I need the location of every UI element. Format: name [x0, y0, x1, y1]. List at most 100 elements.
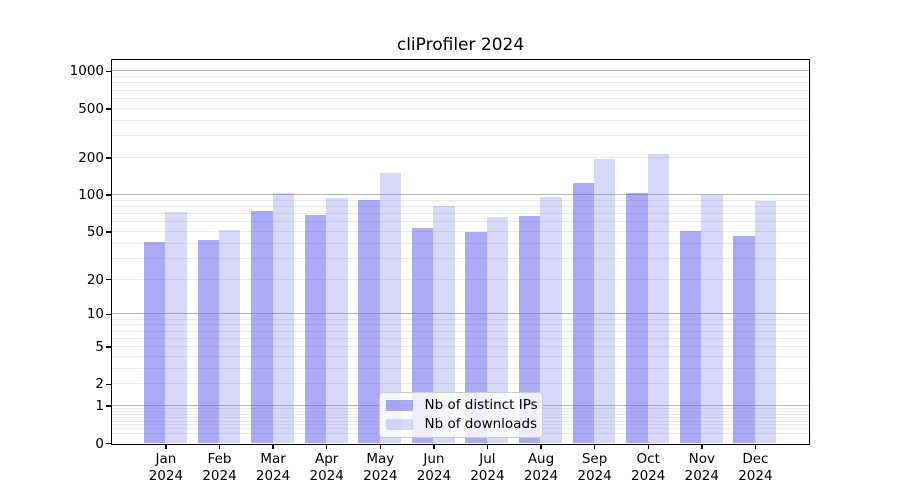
gridline-major-100	[111, 194, 810, 195]
bar-nb-of-downloads-dec	[754, 200, 777, 443]
x-tick-label-jul: Jul 2024	[470, 450, 505, 485]
x-tick-label-sep: Sep 2024	[577, 450, 612, 485]
bar-nb-of-downloads-jun	[433, 206, 455, 443]
gridline-minor-300	[111, 135, 810, 137]
bar-nb-of-downloads-nov	[701, 194, 723, 443]
gridline-minor-6	[111, 337, 810, 339]
gridline-minor-200	[111, 156, 810, 158]
y-tick-mark-100	[106, 194, 113, 196]
x-tick-label-dec: Dec 2024	[738, 450, 773, 485]
y-tick-mark-20	[106, 278, 113, 281]
legend-label-distinct-ips: Nb of distinct IPs	[424, 397, 538, 413]
gridline-minor-60	[111, 221, 810, 223]
x-tick-mark-jun	[433, 443, 435, 449]
y-tick-mark-5	[106, 346, 113, 348]
x-tick-mark-sep	[593, 443, 596, 449]
gridline-minor-90	[111, 199, 810, 201]
bar-nb-of-distinct-ips-dec	[733, 235, 755, 443]
x-tick-label-jun: Jun 2024	[416, 450, 452, 485]
gridline-minor-400	[111, 119, 810, 121]
gridline-minor-7	[111, 330, 810, 332]
x-tick-label-aug: Aug 2024	[523, 450, 559, 485]
x-tick-label-nov: Nov 2024	[684, 450, 719, 485]
y-tick-label-10: 10	[86, 306, 104, 323]
x-tick-label-jan: Jan 2024	[148, 450, 184, 485]
bar-nb-of-distinct-ips-jun	[411, 228, 434, 443]
gridline-major-1000	[111, 70, 810, 72]
gridline-minor-80	[111, 205, 810, 207]
x-tick-label-mar: Mar 2024	[255, 450, 291, 485]
legend-label-downloads: Nb of downloads	[424, 416, 538, 432]
x-tick-label-may: May 2024	[363, 450, 398, 485]
bar-nb-of-distinct-ips-apr	[304, 215, 327, 443]
bar-nb-of-downloads-sep	[594, 158, 616, 443]
bar-nb-of-distinct-ips-jul	[465, 232, 487, 443]
x-tick-label-oct: Oct 2024	[631, 450, 666, 485]
y-tick-label-50: 50	[86, 223, 104, 240]
gridline-minor-500	[111, 107, 810, 109]
gridline-minor-8	[111, 324, 810, 326]
bar-nb-of-distinct-ips-oct	[626, 192, 648, 443]
y-tick-label-5: 5	[95, 339, 104, 355]
gridline-minor-800	[111, 82, 810, 84]
bar-nb-of-distinct-ips-sep	[572, 182, 595, 443]
gridline-minor-9	[111, 318, 810, 320]
y-tick-label-2: 2	[95, 376, 104, 393]
bar-nb-of-downloads-mar	[272, 193, 294, 443]
y-tick-mark-0	[106, 442, 113, 445]
x-tick-label-apr: Apr 2024	[309, 450, 344, 485]
gridline-minor-600	[111, 97, 810, 99]
y-tick-label-200: 200	[78, 149, 104, 166]
legend-row-downloads: Nb of downloads	[386, 416, 538, 432]
gridline-minor-3	[111, 367, 810, 369]
x-tick-mark-feb	[218, 443, 221, 449]
bar-nb-of-downloads-jul	[486, 216, 509, 443]
gridline-minor-700	[111, 89, 810, 91]
gridline-minor-900	[111, 76, 810, 78]
x-tick-mark-oct	[647, 443, 649, 449]
bar-nb-of-downloads-jan	[165, 211, 187, 443]
y-tick-label-100: 100	[78, 187, 104, 203]
y-tick-mark-1	[106, 405, 113, 407]
x-tick-mark-may	[379, 443, 381, 449]
x-tick-mark-nov	[701, 443, 703, 449]
gridline-minor-70	[111, 212, 810, 214]
bar-nb-of-distinct-ips-may	[358, 200, 380, 443]
bar-nb-of-distinct-ips-feb	[197, 240, 219, 443]
x-tick-mark-mar	[272, 443, 274, 449]
bar-nb-of-downloads-apr	[326, 198, 348, 443]
chart-title: cliProfiler 2024	[396, 35, 525, 55]
gridline-minor-4	[111, 355, 810, 357]
legend-swatch-downloads	[386, 418, 414, 430]
gridline-minor-40	[111, 242, 810, 244]
bar-nb-of-distinct-ips-aug	[519, 215, 541, 443]
y-tick-mark-1000	[106, 70, 113, 73]
y-tick-mark-200	[106, 157, 113, 159]
x-tick-mark-jan	[165, 443, 167, 449]
legend: Nb of distinct IPs Nb of downloads	[379, 391, 544, 438]
y-tick-mark-50	[106, 231, 113, 233]
bar-nb-of-distinct-ips-nov	[679, 231, 702, 443]
bar-nb-of-distinct-ips-jan	[143, 241, 166, 443]
y-tick-label-20: 20	[86, 271, 104, 288]
y-tick-mark-10	[106, 313, 113, 316]
y-tick-label-1: 1	[95, 398, 104, 415]
gridline-minor-20	[111, 278, 810, 280]
y-tick-mark-500	[106, 108, 113, 110]
x-tick-mark-jul	[486, 443, 489, 449]
x-tick-label-feb: Feb 2024	[202, 450, 237, 485]
legend-swatch-distinct-ips	[386, 399, 414, 411]
gridline-minor-2	[111, 383, 810, 385]
gridline-minor-50	[111, 230, 810, 232]
gridline-major-10	[111, 313, 810, 315]
legend-row-distinct-ips: Nb of distinct IPs	[386, 397, 538, 413]
x-tick-mark-aug	[540, 443, 542, 449]
bar-nb-of-distinct-ips-mar	[251, 211, 273, 443]
bar-nb-of-downloads-aug	[540, 197, 562, 443]
x-tick-mark-dec	[754, 443, 757, 449]
bar-nb-of-downloads-feb	[218, 230, 241, 443]
y-tick-mark-2	[106, 383, 113, 386]
x-tick-mark-apr	[325, 443, 328, 449]
y-tick-label-1000: 1000	[69, 63, 104, 80]
